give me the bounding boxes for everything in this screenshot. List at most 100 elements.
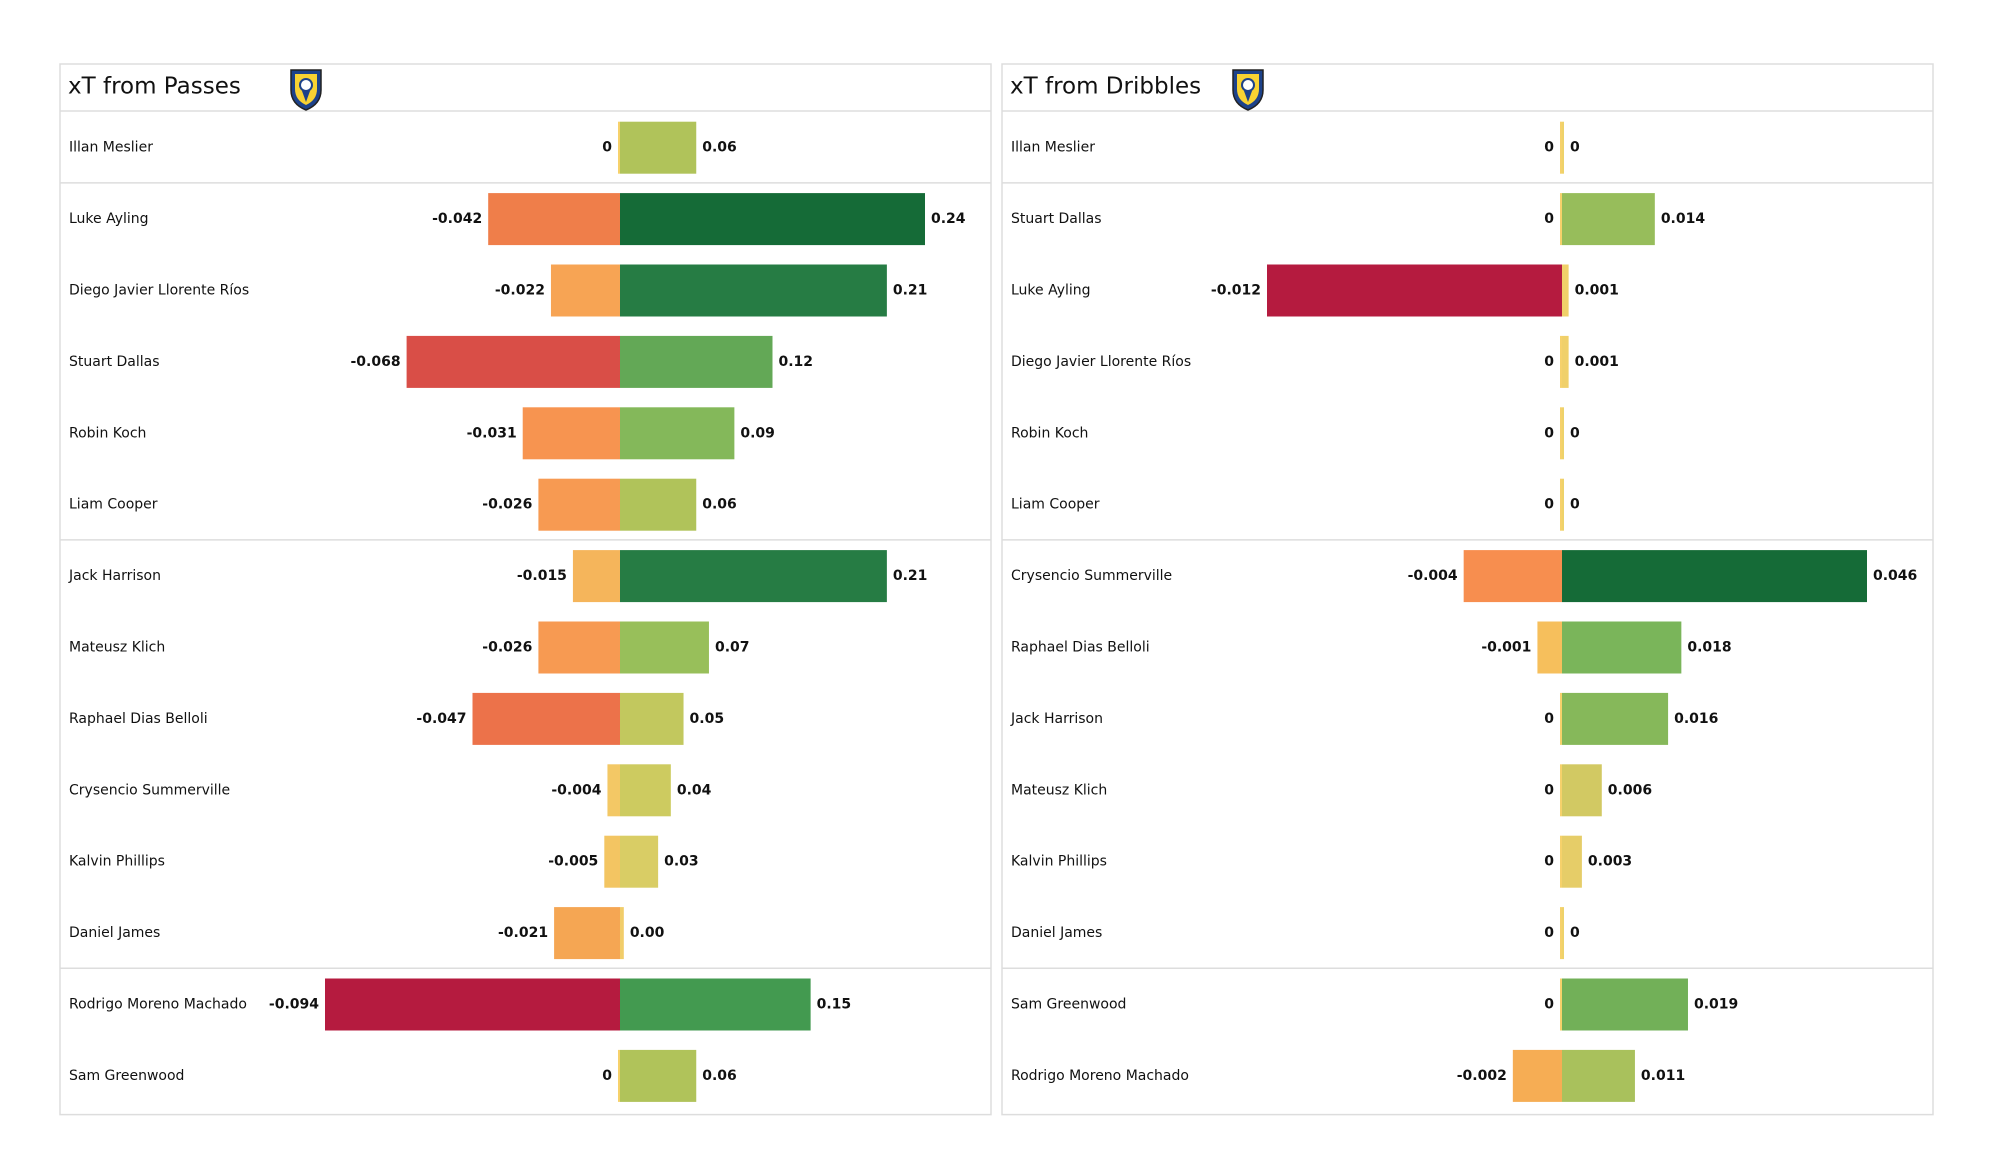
bar [1562, 907, 1564, 960]
value-label: 0 [1544, 854, 1554, 870]
bar [1562, 121, 1564, 174]
bar [620, 907, 624, 960]
bar [1562, 621, 1682, 674]
value-label: 0 [1544, 425, 1554, 441]
player-name: Rodrigo Moreno Machado [69, 997, 247, 1013]
team-crest [290, 69, 322, 111]
bar [1562, 692, 1669, 745]
player-name: Diego Javier Llorente Ríos [1011, 354, 1191, 370]
value-label: 0.12 [779, 354, 814, 370]
value-label: 0.15 [817, 997, 852, 1013]
panel-border [59, 63, 992, 1116]
value-label: -0.047 [416, 711, 466, 727]
bar [1562, 335, 1569, 388]
player-name: Mateusz Klich [69, 640, 165, 656]
value-label: 0.21 [893, 283, 928, 299]
value-label: 0.046 [1873, 568, 1917, 584]
value-label: 0 [1544, 711, 1554, 727]
bar [1562, 978, 1688, 1031]
bar [620, 478, 697, 531]
value-label: 0 [1544, 925, 1554, 941]
value-label: 0 [1544, 997, 1554, 1013]
bar [1512, 1049, 1562, 1102]
player-name: Illan Meslier [1011, 140, 1095, 156]
bar [1560, 835, 1562, 888]
value-label: 0.03 [664, 854, 699, 870]
bar [1562, 550, 1867, 603]
player-name: Illan Meslier [69, 140, 153, 156]
bar [1562, 264, 1569, 317]
player-name: Robin Koch [69, 425, 146, 441]
value-label: -0.031 [467, 425, 517, 441]
value-label: 0 [1570, 925, 1580, 941]
bar [1560, 121, 1562, 174]
bar [1562, 478, 1564, 531]
player-name: Liam Cooper [69, 497, 158, 513]
bar [1537, 621, 1562, 674]
value-label: -0.012 [1211, 283, 1261, 299]
value-label: 0 [602, 140, 612, 156]
bar [620, 692, 684, 745]
value-label: 0.07 [715, 640, 750, 656]
player-name: Daniel James [1011, 925, 1102, 941]
bar [1560, 764, 1562, 817]
value-label: 0 [1570, 497, 1580, 513]
bar [1463, 550, 1562, 603]
value-label: 0 [1544, 140, 1554, 156]
player-name: Raphael Dias Belloli [1011, 640, 1150, 656]
player-name: Daniel James [69, 925, 160, 941]
panel-title: xT from Passes [68, 74, 241, 100]
player-name: Diego Javier Llorente Ríos [69, 283, 249, 299]
player-name: Kalvin Phillips [1011, 854, 1107, 870]
bar [1560, 907, 1562, 960]
player-name: Stuart Dallas [69, 354, 160, 370]
panel-border [1001, 63, 1934, 1116]
bar [522, 407, 620, 460]
bar [472, 692, 620, 745]
value-label: 0.019 [1694, 997, 1738, 1013]
bar [1560, 978, 1562, 1031]
player-name: Crysencio Summerville [69, 782, 230, 798]
player-name: Sam Greenwood [69, 1068, 184, 1084]
value-label: 0.05 [690, 711, 725, 727]
bar [550, 264, 620, 317]
player-name: Mateusz Klich [1011, 782, 1107, 798]
bar [1267, 264, 1562, 317]
player-name: Jack Harrison [68, 568, 161, 584]
player-name: Robin Koch [1011, 425, 1088, 441]
value-label: 0 [602, 1068, 612, 1084]
value-label: 0 [1544, 211, 1554, 227]
team-crest [1232, 69, 1264, 111]
bar [620, 335, 773, 388]
value-label: 0.016 [1674, 711, 1718, 727]
value-label: -0.004 [1408, 568, 1458, 584]
value-label: -0.021 [498, 925, 548, 941]
bar [618, 1049, 620, 1102]
value-label: 0.018 [1687, 640, 1731, 656]
value-label: -0.094 [269, 997, 319, 1013]
player-name: Luke Ayling [1011, 283, 1091, 299]
bar [572, 550, 620, 603]
player-name: Luke Ayling [69, 211, 149, 227]
bar [1562, 835, 1582, 888]
value-label: 0.00 [630, 925, 665, 941]
bar [554, 907, 620, 960]
value-label: 0.011 [1641, 1068, 1685, 1084]
value-label: -0.001 [1481, 640, 1531, 656]
bar [1560, 193, 1562, 246]
value-label: -0.026 [482, 640, 532, 656]
value-label: 0.06 [702, 1068, 737, 1084]
player-name: Sam Greenwood [1011, 997, 1126, 1013]
bar [1560, 407, 1562, 460]
bar [1562, 193, 1655, 246]
value-label: 0 [1570, 140, 1580, 156]
player-name: Liam Cooper [1011, 497, 1100, 513]
bar [607, 764, 620, 817]
value-label: 0.014 [1661, 211, 1706, 227]
bar [488, 193, 620, 246]
value-label: 0 [1544, 497, 1554, 513]
value-label: -0.026 [482, 497, 532, 513]
bar [604, 835, 620, 888]
